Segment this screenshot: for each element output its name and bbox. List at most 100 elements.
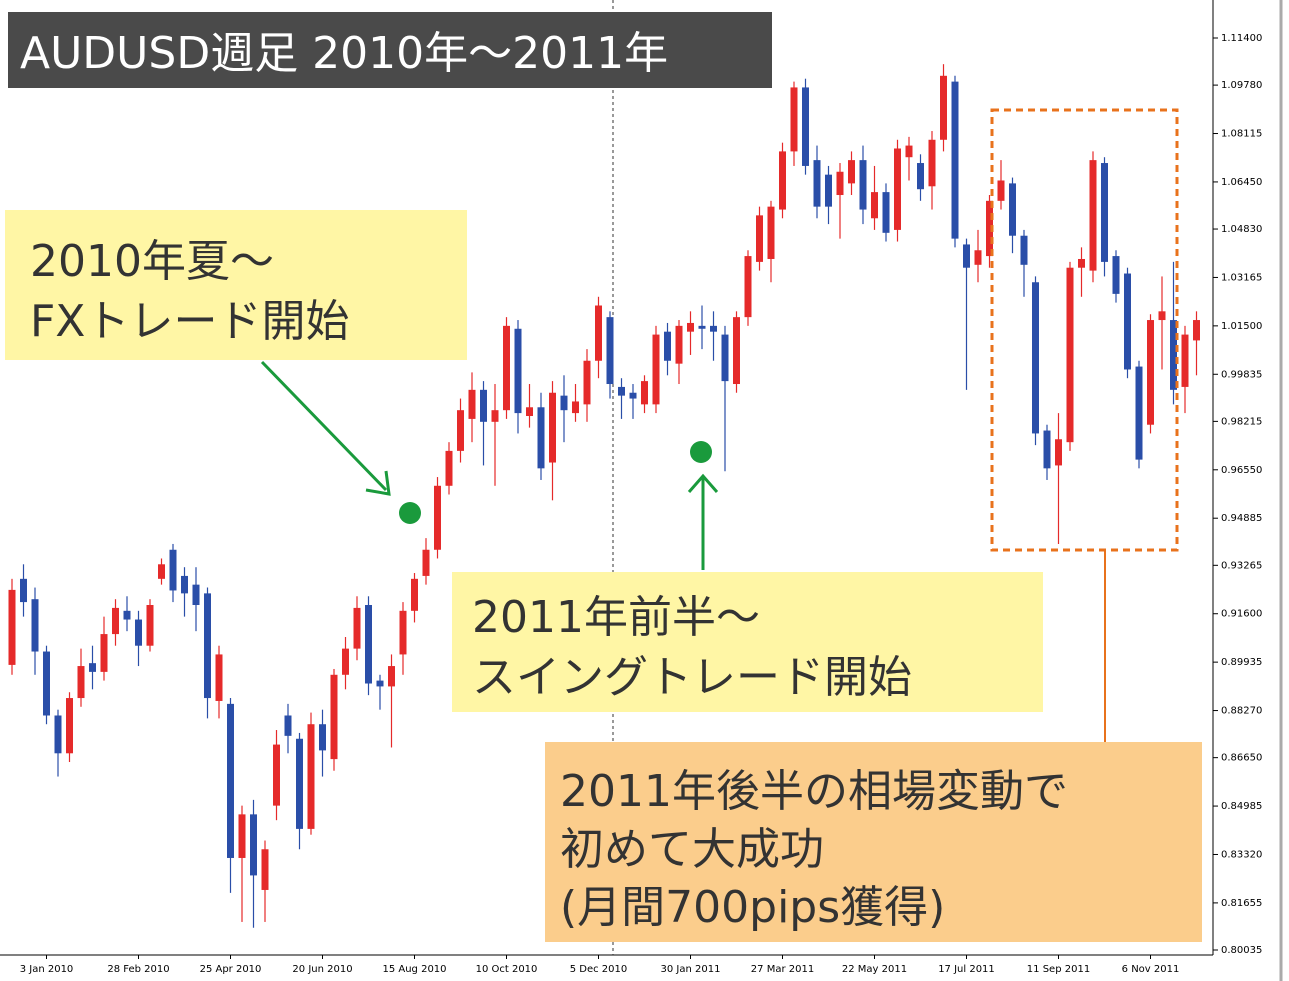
y-tick-label: 0.93265 <box>1221 560 1262 571</box>
candle-body <box>77 666 85 699</box>
x-tick-label: 20 Jun 2010 <box>292 964 352 975</box>
y-tick-label: 1.04830 <box>1221 224 1262 235</box>
candle-body <box>204 593 211 699</box>
candle-body <box>813 160 821 207</box>
marker-dot <box>399 502 421 524</box>
candle-body <box>1066 267 1074 443</box>
x-tick-label: 15 Aug 2010 <box>382 964 446 975</box>
candle-body <box>560 395 568 411</box>
candle-body <box>721 334 729 382</box>
candle-body <box>618 386 625 396</box>
candle-body <box>422 549 430 576</box>
candle-body <box>319 724 326 751</box>
y-tick-label: 0.81655 <box>1221 898 1262 909</box>
candle-body <box>537 407 545 469</box>
candle-body <box>997 180 1005 201</box>
candle-body <box>871 192 878 219</box>
y-tick-label: 0.84985 <box>1221 801 1262 812</box>
candle-body <box>20 578 27 603</box>
arrow-head <box>687 473 719 493</box>
candle-body <box>342 648 349 675</box>
candle-body <box>963 244 970 268</box>
x-tick-label: 28 Feb 2010 <box>107 964 169 975</box>
candle-body <box>250 814 257 876</box>
candle-body <box>756 215 763 262</box>
candle-body <box>1020 235 1028 265</box>
x-tick-label: 17 Jul 2011 <box>938 964 995 975</box>
candle-body <box>307 724 315 829</box>
candle-body <box>1089 160 1097 271</box>
candle-body <box>802 87 809 166</box>
candle-body <box>526 407 533 417</box>
candle-body <box>1055 439 1062 466</box>
candle-body <box>1009 183 1016 236</box>
candle-body <box>595 305 602 361</box>
candle-body <box>158 564 165 579</box>
candle-body <box>1112 256 1120 294</box>
y-tick-label: 1.08115 <box>1221 129 1262 140</box>
candle-body <box>790 87 798 152</box>
y-tick-label: 0.96550 <box>1221 465 1262 476</box>
candle-body <box>940 75 947 140</box>
candle-body <box>710 325 717 332</box>
candle-body <box>652 334 660 405</box>
candle-body <box>1101 163 1108 262</box>
candle-body <box>8 589 16 665</box>
candle-body <box>43 651 50 716</box>
y-tick-label: 1.11400 <box>1221 33 1262 44</box>
candle-body <box>89 663 96 672</box>
candle-body <box>296 738 303 829</box>
y-tick-label: 0.86650 <box>1221 753 1262 764</box>
callout-text: 2011年前半〜 <box>472 592 760 643</box>
x-tick-label: 25 Apr 2010 <box>200 964 262 975</box>
x-tick-label: 10 Oct 2010 <box>476 964 538 975</box>
candle-body <box>181 575 188 594</box>
candle-body <box>1124 273 1131 370</box>
candle-body <box>572 401 579 414</box>
candles <box>8 64 1200 928</box>
x-tick-label: 6 Nov 2011 <box>1122 964 1180 975</box>
candle-body <box>606 317 614 385</box>
candle-body <box>1032 282 1039 434</box>
candle-body <box>675 325 683 364</box>
candle-body <box>1170 320 1177 390</box>
candle-body <box>1043 430 1051 469</box>
y-tick-label: 0.94885 <box>1221 513 1262 524</box>
y-tick-label: 0.80035 <box>1221 945 1262 956</box>
candle-body <box>549 392 556 463</box>
arrow-head <box>365 470 391 496</box>
x-tick-label: 3 Jan 2010 <box>20 964 74 975</box>
candle-body <box>238 814 246 858</box>
candle-body <box>112 607 119 635</box>
candle-body <box>1181 334 1189 387</box>
callout-box <box>5 210 467 360</box>
candle-body <box>284 715 292 736</box>
x-tick-label: 11 Sep 2011 <box>1027 964 1090 975</box>
candle-body <box>986 200 993 257</box>
candle-body <box>468 389 476 419</box>
candle-body <box>894 148 901 230</box>
candle-body <box>1158 311 1166 321</box>
candle-body <box>66 698 73 754</box>
callout-text: 初めて大成功 <box>560 824 824 875</box>
callout-text: スイングトレード開始 <box>472 652 912 703</box>
callout-box <box>452 572 1043 712</box>
candle-body <box>457 410 464 451</box>
candle-body <box>687 322 694 332</box>
candle-body <box>376 680 384 687</box>
candle-body <box>641 381 648 405</box>
title-box <box>8 12 772 88</box>
candle-body <box>744 256 752 318</box>
candle-body <box>882 192 890 233</box>
candle-body <box>399 610 407 655</box>
candle-body <box>434 485 441 550</box>
x-tick-label: 5 Dec 2010 <box>570 964 628 975</box>
y-tick-label: 0.89935 <box>1221 657 1262 668</box>
candle-body <box>951 81 959 239</box>
callout-box <box>545 742 1202 942</box>
candle-body <box>836 171 844 196</box>
candle-body <box>825 174 832 207</box>
candle-body <box>353 607 361 649</box>
candle-body <box>698 325 706 329</box>
